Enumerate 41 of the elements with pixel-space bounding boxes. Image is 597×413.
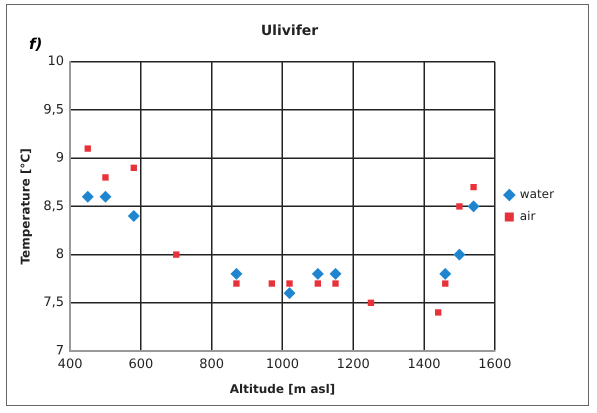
point [128, 210, 140, 222]
y-tick-label: 7 [56, 343, 64, 358]
point [453, 248, 466, 261]
point [312, 268, 324, 280]
chart-title: Ulivifer [260, 23, 318, 40]
point [439, 268, 452, 280]
y-axis-title: Temperature [°C] [18, 148, 32, 265]
x-tick-label: 1400 [407, 357, 441, 372]
x-tick-label: 600 [128, 357, 154, 372]
y-tick-label: 9,5 [43, 102, 64, 118]
legend-label: water [520, 187, 554, 202]
x-tick-label: 1600 [478, 357, 512, 372]
point [84, 145, 91, 152]
point [468, 200, 480, 212]
x-axis-title: Altitude [m asl] [230, 382, 336, 396]
x-tick-label: 1000 [266, 357, 299, 372]
y-tick-label: 8,5 [43, 198, 64, 214]
x-tick-label: 400 [58, 357, 82, 372]
y-tick-label: 8 [56, 246, 64, 262]
point [268, 280, 276, 287]
point [368, 300, 374, 306]
point [442, 280, 448, 287]
point [284, 287, 296, 300]
point [173, 251, 180, 258]
point [82, 190, 94, 203]
point [230, 268, 242, 280]
point [130, 164, 137, 172]
point [456, 203, 463, 210]
legend-label: air [520, 209, 536, 224]
point [99, 190, 112, 203]
point [434, 309, 442, 316]
x-tick-label: 1200 [336, 357, 370, 372]
point [314, 280, 322, 287]
y-tick-label: 9 [56, 150, 64, 166]
y-tick-label: 7,5 [43, 295, 64, 310]
y-tick-label: 10 [48, 54, 64, 70]
point [470, 184, 477, 190]
point [330, 268, 342, 280]
x-tick-label: 800 [199, 357, 224, 372]
point [233, 280, 240, 287]
text: f) [29, 35, 42, 53]
